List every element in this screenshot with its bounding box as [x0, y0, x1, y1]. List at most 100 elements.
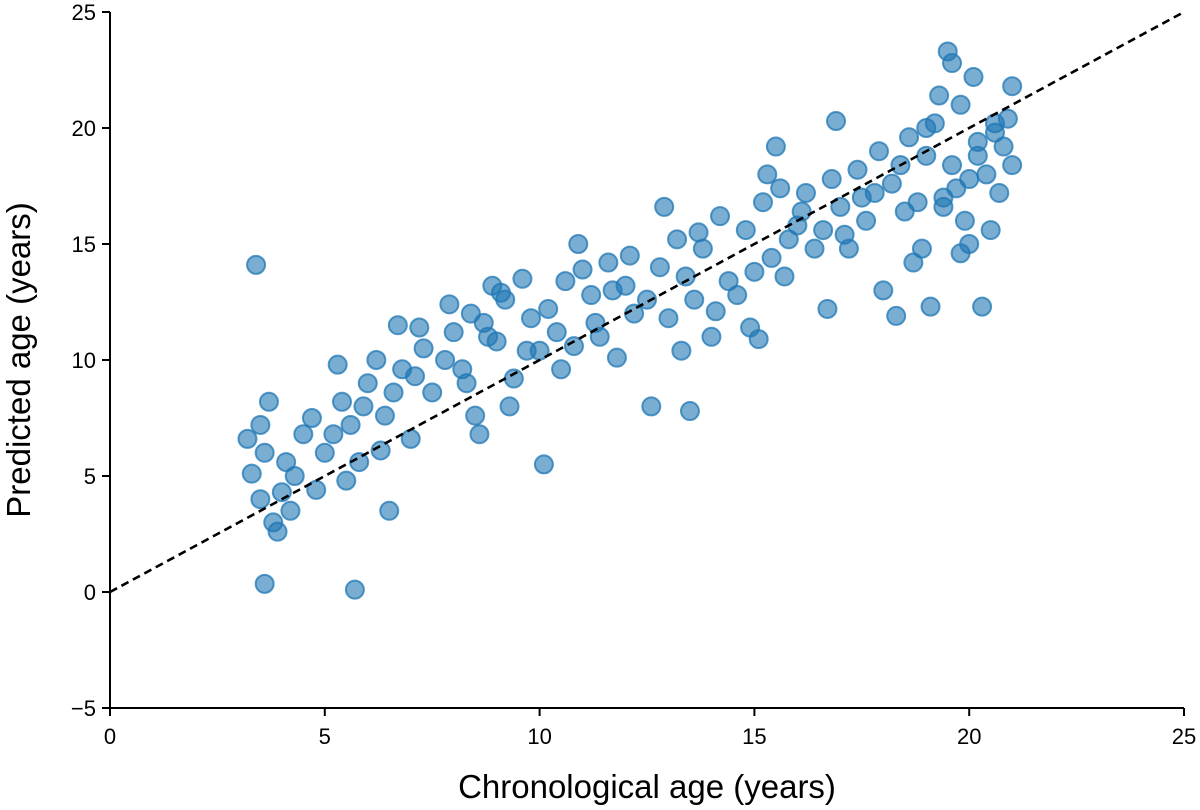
scatter-point — [757, 164, 778, 185]
scatter-point — [868, 141, 889, 162]
scatter-point — [357, 373, 378, 394]
x-tick-label: 25 — [1172, 724, 1196, 749]
scatter-point — [903, 252, 924, 273]
scatter-point — [456, 373, 477, 394]
data-points — [237, 41, 1023, 600]
scatter-point — [366, 350, 387, 370]
y-axis-ticks: −5 0 5 10 15 20 25 — [71, 0, 110, 721]
scatter-point — [954, 210, 975, 231]
scatter-point — [267, 521, 288, 542]
scatter-point — [856, 210, 877, 231]
scatter-point — [654, 196, 675, 217]
scatter-point — [886, 305, 907, 326]
scatter-point — [705, 301, 726, 322]
scatter-point — [942, 53, 963, 74]
y-tick-label: 10 — [72, 348, 96, 373]
scatter-point — [301, 408, 322, 428]
x-axis-ticks: 0 5 10 15 20 25 — [104, 708, 1196, 749]
x-tick-label: 15 — [742, 724, 766, 749]
scatter-point — [692, 238, 713, 259]
x-tick-label: 10 — [527, 724, 551, 749]
y-tick-label: 25 — [72, 0, 96, 25]
scatter-point — [727, 285, 748, 306]
scatter-point — [770, 178, 791, 199]
scatter-point — [581, 285, 602, 306]
scatter-point — [946, 178, 967, 199]
scatter-point — [465, 405, 486, 426]
y-tick-label: 0 — [84, 580, 96, 605]
scatter-point — [752, 192, 773, 213]
x-tick-label: 20 — [957, 724, 981, 749]
scatter-point — [679, 401, 700, 422]
scatter-point — [405, 366, 426, 387]
y-tick-label: 20 — [72, 116, 96, 141]
scatter-point — [667, 229, 688, 250]
scatter-point — [241, 463, 262, 484]
scatter-point — [284, 466, 305, 486]
scatter-point — [280, 500, 301, 521]
scatter-point — [555, 271, 576, 292]
scatter-point — [894, 201, 915, 222]
scatter-point — [916, 145, 937, 166]
scatter-point — [748, 329, 769, 350]
scatter-point — [250, 489, 271, 510]
scatter-point — [933, 196, 954, 217]
scatter-point — [1002, 155, 1023, 176]
scatter-point — [254, 442, 275, 463]
scatter-point — [400, 428, 421, 449]
scatter-point — [551, 359, 572, 380]
scatter-point — [383, 382, 404, 403]
scatter-point — [258, 391, 279, 412]
scatter-point — [568, 234, 589, 254]
scatter-point — [989, 182, 1010, 203]
scatter-point — [710, 206, 731, 227]
scatter-point — [929, 85, 950, 106]
scatter-point — [761, 247, 782, 268]
x-axis-title: Chronological age (years) — [458, 768, 836, 805]
scatter-point — [314, 442, 335, 463]
scatter-point — [967, 145, 988, 166]
scatter-point — [435, 350, 456, 370]
scatter-point — [327, 354, 348, 375]
scatter-point — [409, 317, 430, 338]
scatter-point — [379, 500, 400, 521]
scatter-point — [972, 296, 993, 317]
scatter-point — [246, 254, 267, 275]
scatter-point — [744, 261, 765, 282]
scatter-point — [546, 322, 567, 343]
scatter-point — [735, 220, 756, 241]
scatter-point — [293, 424, 314, 445]
scatter-point — [387, 315, 408, 336]
scatter-point — [572, 259, 593, 280]
scatter-point — [675, 266, 696, 287]
scatter-point — [765, 136, 786, 157]
scatter-point — [585, 312, 606, 333]
scatter-point — [469, 424, 490, 445]
scatter-point — [413, 338, 434, 359]
scatter-point — [237, 428, 258, 449]
y-tick-label: 5 — [84, 464, 96, 489]
scatter-point — [774, 266, 795, 287]
scatter-point — [950, 243, 971, 264]
scatter-point — [598, 252, 619, 273]
scatter-point — [250, 414, 271, 435]
scatter-point — [791, 201, 812, 222]
scatter-point — [873, 280, 894, 301]
x-tick-label: 5 — [319, 724, 331, 749]
scatter-point — [701, 326, 722, 347]
scatter-point — [344, 579, 365, 600]
x-tick-label: 0 — [104, 724, 116, 749]
scatter-point — [821, 169, 842, 190]
scatter-point — [443, 322, 464, 343]
scatter-point — [916, 118, 937, 138]
scatter-point — [486, 331, 507, 352]
scatter-point — [331, 391, 352, 412]
scatter-point — [950, 94, 971, 115]
reference-line-identity — [109, 10, 1185, 594]
scatter-point — [899, 127, 920, 148]
scatter-point — [671, 340, 692, 361]
scatter-point — [804, 238, 825, 259]
y-tick-label: −5 — [71, 696, 96, 721]
scatter-point — [847, 159, 868, 180]
